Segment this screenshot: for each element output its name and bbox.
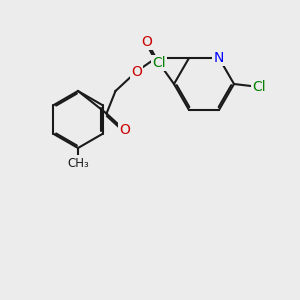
Text: O: O: [119, 123, 130, 137]
Text: O: O: [142, 34, 152, 49]
Text: CH₃: CH₃: [67, 157, 89, 169]
Text: O: O: [131, 64, 142, 79]
Text: N: N: [214, 51, 224, 65]
Text: Cl: Cl: [152, 56, 166, 70]
Text: Cl: Cl: [253, 80, 266, 94]
